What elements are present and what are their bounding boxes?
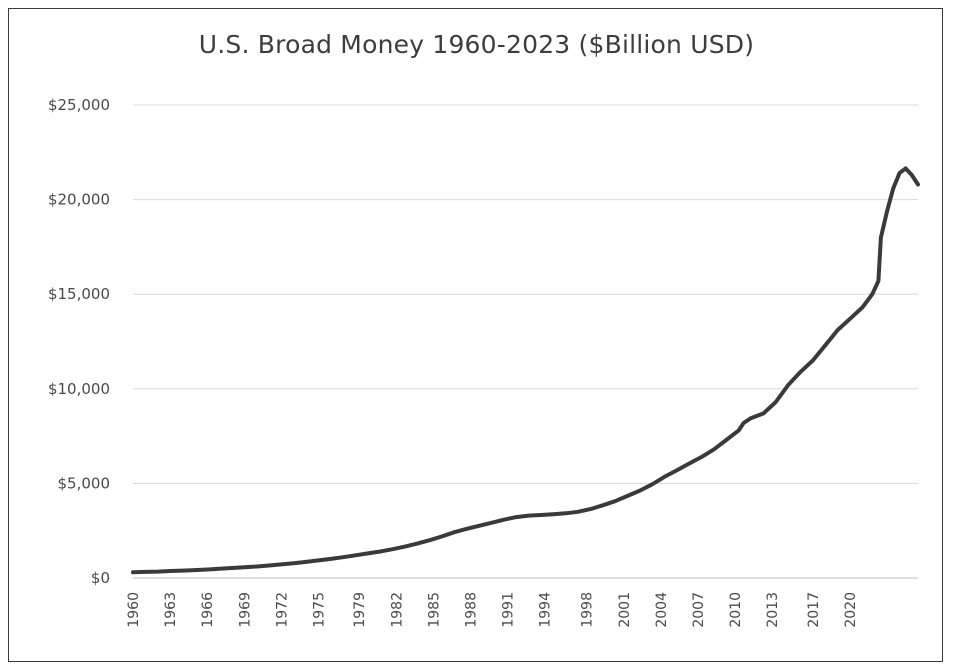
x-tick-label: 1975 (311, 592, 327, 628)
x-tick-label: 2010 (728, 592, 744, 628)
x-tick-label: 1969 (237, 592, 253, 628)
x-tick-label: 1998 (580, 592, 596, 628)
x-tick-label: 1979 (352, 592, 368, 628)
y-tick-label: $15,000 (48, 285, 110, 303)
y-tick-label: $0 (91, 569, 110, 587)
x-tick-label: 1972 (274, 592, 290, 628)
x-tick-label: 2004 (654, 592, 670, 628)
x-tick-label: 1960 (126, 592, 142, 628)
x-tick-label: 1991 (501, 592, 517, 628)
series-line (131, 166, 920, 575)
x-tick-label: 1994 (538, 592, 554, 628)
y-tick-label: $5,000 (58, 474, 111, 492)
x-tick-label: 1982 (389, 592, 405, 628)
x-tick-label: 2017 (806, 592, 822, 628)
y-tick-label: $10,000 (48, 380, 110, 398)
chart-title: U.S. Broad Money 1960-2023 ($Billion USD… (198, 30, 755, 59)
x-tick-label: 2001 (617, 592, 633, 628)
chart-frame (8, 8, 943, 662)
y-tick-label: $25,000 (48, 96, 110, 114)
x-tick-label: 1966 (200, 592, 216, 628)
x-tick-label: 2020 (843, 592, 859, 628)
x-tick-label: 1988 (463, 592, 479, 628)
x-tick-label: 1963 (163, 592, 179, 628)
y-tick-label: $20,000 (48, 191, 110, 209)
x-tick-label: 2007 (691, 592, 707, 628)
x-tick-label: 2013 (765, 592, 781, 628)
x-tick-label: 1985 (426, 592, 442, 628)
